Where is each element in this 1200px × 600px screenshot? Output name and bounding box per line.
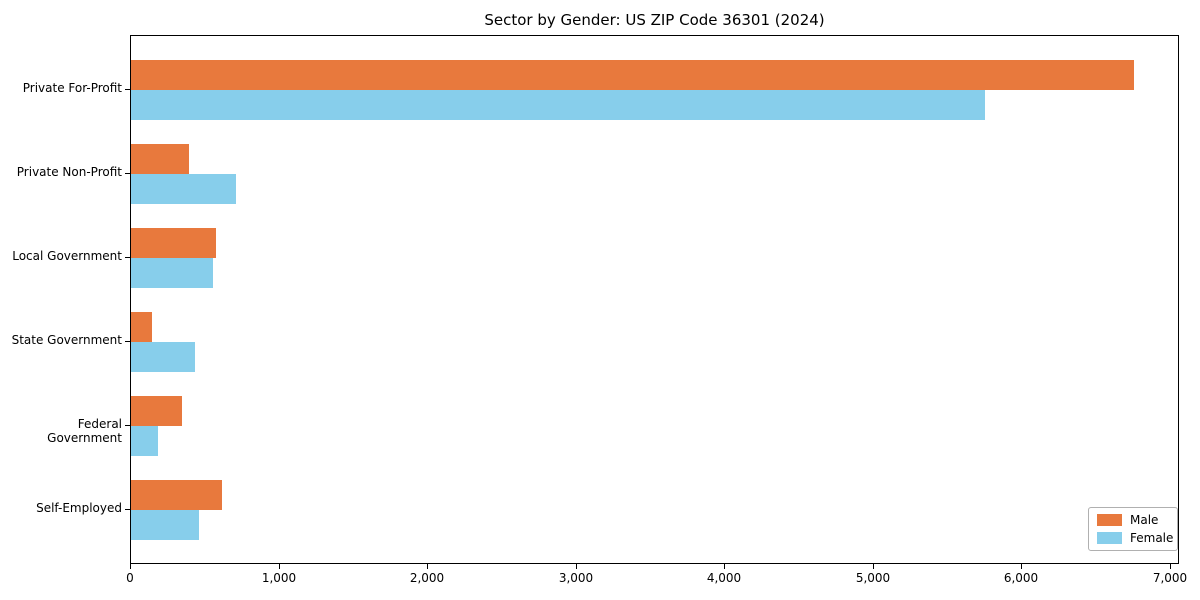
bar-male-state-government [131, 312, 152, 342]
y-tick-label-private-for-profit: Private For-Profit [22, 81, 122, 95]
y-tick-label-self-employed: Self-Employed [36, 501, 122, 515]
y-tick-mark [125, 509, 130, 510]
x-tick-mark [1170, 564, 1171, 569]
y-tick-label-local-government: Local Government [12, 249, 122, 263]
legend: Male Female [1088, 507, 1178, 551]
x-tick-mark [873, 564, 874, 569]
legend-swatch-female [1097, 532, 1122, 544]
plot-area [130, 35, 1179, 564]
bar-female-state-government [131, 342, 195, 372]
x-tick-label: 3,000 [558, 571, 594, 585]
bar-male-private-for-profit [131, 60, 1134, 90]
x-tick-label: 6,000 [1003, 571, 1039, 585]
x-tick-mark [576, 564, 577, 569]
x-tick-mark [279, 564, 280, 569]
y-tick-label-private-non-profit: Private Non-Profit [16, 165, 122, 179]
bar-male-private-non-profit [131, 144, 189, 174]
x-tick-label: 5,000 [855, 571, 891, 585]
legend-swatch-male [1097, 514, 1122, 526]
x-tick-label: 4,000 [706, 571, 742, 585]
y-tick-label-federal-government: Federal Government [47, 417, 122, 445]
x-tick-label: 0 [126, 571, 134, 585]
bar-male-self-employed [131, 480, 222, 510]
x-tick-label: 1,000 [261, 571, 297, 585]
legend-row-male: Male [1097, 514, 1169, 526]
x-tick-mark [427, 564, 428, 569]
y-tick-mark [125, 341, 130, 342]
legend-label-male: Male [1130, 513, 1159, 527]
x-tick-label: 7,000 [1152, 571, 1188, 585]
bar-female-self-employed [131, 510, 199, 540]
y-tick-mark [125, 425, 130, 426]
bar-female-local-government [131, 258, 213, 288]
bar-female-federal-government [131, 426, 158, 456]
x-tick-mark [724, 564, 725, 569]
bar-male-federal-government [131, 396, 182, 426]
bar-male-local-government [131, 228, 216, 258]
legend-label-female: Female [1130, 531, 1174, 545]
x-tick-mark [130, 564, 131, 569]
y-tick-label-state-government: State Government [11, 333, 122, 347]
x-tick-mark [1021, 564, 1022, 569]
bar-female-private-for-profit [131, 90, 985, 120]
y-tick-mark [125, 89, 130, 90]
bar-female-private-non-profit [131, 174, 236, 204]
x-tick-label: 2,000 [409, 571, 445, 585]
chart-title: Sector by Gender: US ZIP Code 36301 (202… [484, 11, 825, 29]
legend-row-female: Female [1097, 532, 1173, 544]
y-tick-mark [125, 173, 130, 174]
y-tick-mark [125, 257, 130, 258]
